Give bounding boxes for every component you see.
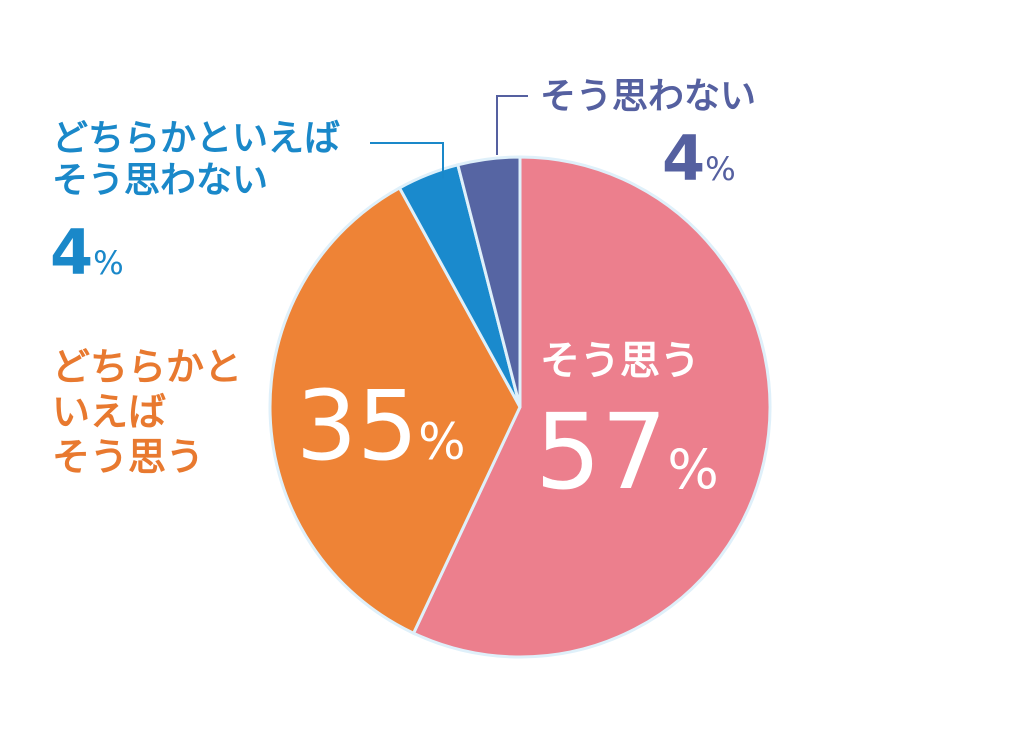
label-disagree-number: 4 [662,122,706,195]
label-somewhat-agree-line-1: どちらかと [52,345,243,389]
label-somewhat-disagree-line-1: どちらかといえば [52,118,341,159]
label-somewhat-agree-name: どちらかと いえば そう思う [52,345,292,479]
label-agree-number: 57 [535,391,668,513]
pie-slice-agree [411,155,772,659]
pie-slice-somewhat-agree [268,185,522,636]
label-agree-name: そう思う [540,338,700,384]
label-somewhat-agree-line-3: そう思う [52,434,205,479]
label-somewhat-agree-value: 35% [296,378,466,474]
label-somewhat-disagree-unit: % [93,244,124,282]
label-somewhat-disagree-value: 4% [50,222,124,284]
label-somewhat-disagree-number: 4 [50,216,94,289]
leader-line-somewhat-disagree [370,142,444,179]
label-somewhat-disagree-name: どちらかといえば そう思わない [52,118,382,203]
leader-line-disagree [496,95,528,155]
label-agree-unit: % [667,438,719,501]
pie-slice-disagree [456,155,522,408]
label-disagree-unit: % [705,150,736,188]
label-somewhat-disagree-line-2: そう思わない [52,160,269,202]
label-disagree-name: そう思わない [540,76,757,117]
pie-slices [268,155,772,659]
label-somewhat-agree-number: 35 [296,370,419,482]
leader-lines [370,95,528,179]
label-somewhat-agree-line-2: いえば [52,389,167,434]
label-disagree-value: 4% [662,128,736,190]
label-agree-value: 57% [535,400,719,504]
label-somewhat-agree-unit: % [418,413,466,471]
